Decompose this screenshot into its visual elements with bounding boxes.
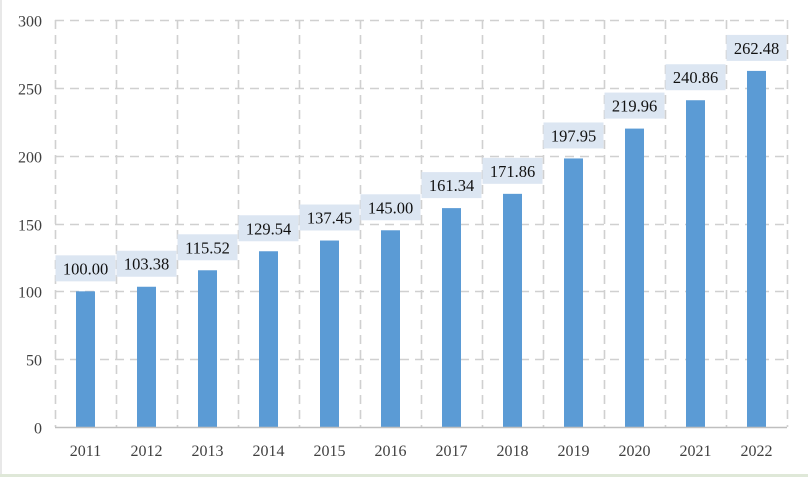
frame-left-edge	[0, 0, 2, 477]
y-tick-label: 150	[18, 218, 42, 235]
bar-2018	[503, 193, 522, 427]
x-tick-label: 2015	[314, 443, 346, 460]
bar-2019	[564, 158, 583, 428]
data-label-bg	[421, 172, 482, 199]
x-tick-label: 2021	[680, 443, 712, 460]
data-label-bg	[543, 122, 604, 149]
bar-2021	[686, 100, 705, 427]
data-label-bg	[726, 34, 787, 61]
y-tick-label: 200	[18, 150, 42, 167]
x-tick-label: 2020	[619, 443, 651, 460]
bar-2022	[747, 70, 766, 427]
bar-2015	[320, 240, 339, 427]
data-label: 262.48	[734, 39, 779, 58]
data-label-bg	[604, 92, 665, 119]
x-tick-label: 2011	[70, 443, 101, 460]
y-tick-label: 250	[18, 82, 42, 99]
x-tick-label: 2022	[741, 443, 773, 460]
bar-2012	[137, 286, 156, 427]
data-label: 171.86	[490, 162, 535, 181]
data-label: 129.54	[246, 219, 291, 238]
x-tick-label: 2013	[192, 443, 224, 460]
data-label-bg	[665, 64, 726, 91]
bars: 100.00 103.38 115.52 129.54 137.45 145.00 161.…	[55, 34, 787, 428]
bar-2013	[198, 270, 217, 427]
y-tick-label: 100	[18, 285, 42, 302]
x-tick-label: 2017	[436, 443, 468, 460]
x-tick-label: 2018	[497, 443, 529, 460]
data-label: 197.95	[551, 126, 596, 145]
data-label-bg	[116, 250, 177, 277]
data-label: 161.34	[429, 176, 474, 195]
data-label: 100.00	[63, 259, 108, 278]
data-label: 240.86	[673, 68, 718, 87]
y-axis: 0 50 100 150 200 250 300	[18, 14, 42, 438]
data-label-bg	[55, 255, 116, 282]
data-label: 219.96	[612, 97, 657, 116]
bar-2011	[76, 291, 95, 427]
x-axis: 2011 2012 2013 2014 2015 2016 2017 2018 2019 2020…	[55, 426, 787, 460]
frame-bottom-edge	[0, 474, 808, 477]
data-label: 145.00	[368, 198, 413, 217]
x-tick-label: 2014	[253, 443, 285, 460]
bar-2017	[442, 208, 461, 427]
data-label: 137.45	[307, 209, 352, 228]
data-label-bg	[360, 194, 421, 221]
y-tick-label: 300	[18, 14, 42, 31]
data-label-bg	[299, 204, 360, 231]
data-label: 115.52	[185, 238, 230, 257]
bar-2016	[381, 230, 400, 427]
x-tick-label: 2019	[558, 443, 590, 460]
data-label-bg	[177, 234, 238, 261]
x-tick-label: 2016	[375, 443, 407, 460]
data-label: 103.38	[124, 255, 169, 274]
x-tick-label: 2012	[131, 443, 163, 460]
bar-2014	[259, 251, 278, 427]
data-label-bg	[238, 215, 299, 242]
y-tick-label: 0	[34, 421, 42, 438]
data-label-bg	[482, 157, 543, 184]
y-tick-label: 50	[26, 353, 42, 370]
bar-2020	[625, 128, 644, 428]
